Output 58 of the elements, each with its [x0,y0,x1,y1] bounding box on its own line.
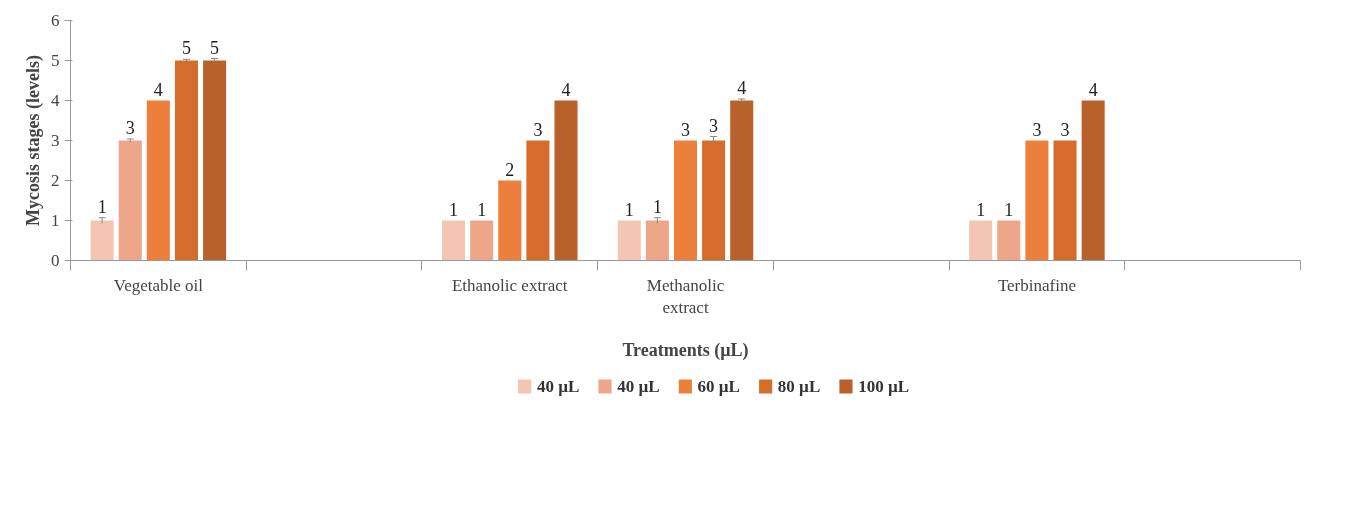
data-label: 5 [210,37,220,58]
bar [526,140,550,261]
data-label: 3 [125,117,135,138]
data-label: 3 [709,115,719,136]
y-tick-label: 0 [51,251,60,270]
legend-label: 80 µL [777,377,821,396]
data-label: 1 [976,199,986,220]
data-label: 1 [449,199,459,220]
bar [90,220,114,261]
bar [1053,140,1077,261]
bar [645,220,669,261]
x-tick-label: Vegetable oil [113,275,204,295]
bar [997,220,1021,261]
data-label: 3 [533,119,543,140]
data-label: 4 [1088,79,1098,100]
y-tick-label: 4 [51,91,60,110]
data-label: 1 [477,199,487,220]
bar [554,100,578,261]
data-label: 1 [652,196,662,217]
x-tick-label: Methanolic extract [646,275,725,318]
y-axis-title: Mycosis stages (levels) [23,55,44,226]
bar [118,140,142,261]
data-label: 2 [505,159,515,180]
x-axis-title: Treatments (µL) [622,340,749,362]
bar [470,220,494,261]
legend-label: 40 µL [617,377,660,396]
bar [442,220,466,261]
y-tick-label: 2 [51,171,60,190]
bar [702,140,726,261]
data-label: 1 [1004,199,1014,220]
y-tick-label: 3 [51,131,60,150]
legend-label: 40 µL [536,377,580,396]
bar [498,180,522,261]
x-tick-label: Ethanolic extract [451,275,568,295]
bar [1025,140,1049,261]
legend-label: 100 µL [858,377,910,396]
bar [174,60,198,261]
data-label: 3 [681,119,690,140]
x-tick-label: Terbinafine [997,275,1076,295]
data-label: 4 [561,79,571,100]
y-tick-label: 1 [51,211,60,230]
y-tick-label: 6 [51,11,60,30]
data-label: 4 [153,79,163,100]
data-label: 3 [1032,119,1042,140]
bar [203,60,227,261]
data-label: 3 [1060,119,1070,140]
y-tick-label: 5 [51,51,60,70]
data-label: 1 [624,199,634,220]
bar [617,220,641,261]
bar [969,220,993,261]
bar [146,100,170,261]
bar [730,100,754,261]
bar [673,140,698,261]
data-label: 1 [97,196,107,217]
bar [1081,100,1105,261]
legend-label: 60 µL [697,377,740,396]
data-label: 4 [737,77,747,98]
data-label: 5 [181,38,191,59]
